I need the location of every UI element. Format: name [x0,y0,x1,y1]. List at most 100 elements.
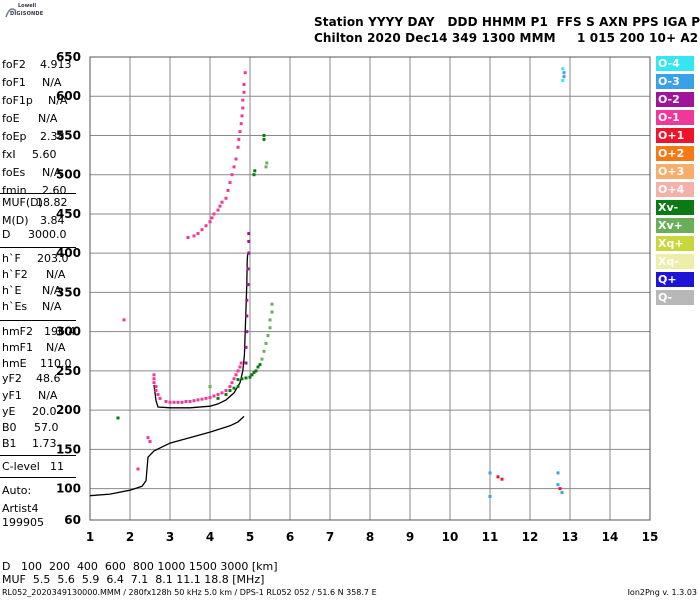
echo-point [192,234,196,238]
legend-item: Xv+ [656,218,694,233]
x-tick-label: 2 [126,530,134,544]
echo-point [224,389,228,393]
echo-point [239,122,243,126]
x-tick-label: 7 [326,530,334,544]
echo-point [239,361,243,365]
param-row: Auto: [2,484,31,497]
param-row: MUF(D) 18.82 [2,196,68,209]
legend-item: Xq+ [656,236,694,251]
echo-point [241,98,245,102]
param-value: 3.84 [40,214,65,227]
param-row: Artist4 [2,502,38,515]
param-value: N/A [42,166,62,179]
echo-point [200,228,204,232]
echo-point [562,71,566,75]
param-label: h`F [2,252,21,265]
echo-point [262,133,266,137]
echo-point [262,349,266,353]
y-tick-label: 600 [56,89,81,103]
echo-point [208,220,212,224]
echo-point [216,392,220,396]
echo-point [248,375,252,379]
logo-bottom-text: DIGISONDE [10,11,44,17]
echo-point [488,494,492,498]
echo-point [247,251,251,255]
param-row: foEs N/A [2,166,61,179]
param-row: foEp 2.38 [2,130,65,143]
param-value: 48.6 [36,372,61,385]
y-tick-label: 650 [56,50,81,64]
echo-point [562,75,566,79]
logo-icon [5,8,17,18]
echo-point [228,181,232,185]
echo-point [250,373,254,377]
legend-item: O-1 [656,110,694,125]
echo-point [232,377,236,381]
legend-item: O-3 [656,74,694,89]
legend-item: Xq- [656,254,694,269]
param-label: foF2 [2,58,26,71]
panel-separator [0,477,76,478]
echo-point [244,376,248,380]
param-value: 203.0 [37,252,69,265]
echo-point [254,369,258,373]
panel-separator [0,320,76,321]
param-label: h`Es [2,300,28,313]
x-tick-label: 13 [562,530,579,544]
echo-point [232,165,236,169]
echo-point [265,161,269,165]
echo-point [224,392,228,396]
echo-point [186,235,190,239]
echo-point [228,385,232,389]
echo-point [256,365,260,369]
echo-point [252,370,256,374]
echo-point [236,145,240,149]
echo-point [216,396,220,400]
echo-point [224,196,228,200]
param-value: 3000.0 [28,228,67,241]
echo-point [154,385,158,389]
param-value: N/A [42,284,62,297]
echo-point [237,137,241,141]
legend-item: O-2 [656,92,694,107]
param-row: B1 1.73 [2,437,57,450]
echo-point [184,400,188,404]
echo-point [116,416,120,420]
echo-point [152,381,156,385]
param-label: foF1p [2,94,33,107]
param-value: 110.0 [40,357,72,370]
y-tick-label: 250 [56,364,81,378]
param-row: hmE 110.0 [2,357,72,370]
echo-point [245,298,249,302]
echo-point [253,169,257,173]
param-row: yE 20.0 [2,405,57,418]
echo-point [561,79,565,83]
echo-point [210,216,214,220]
param-value: N/A [42,300,62,313]
echo-point [164,400,168,404]
param-label: foE [2,112,20,125]
echo-point [196,232,200,236]
x-tick-label: 12 [522,530,539,544]
echo-point [154,389,158,393]
echo-point [241,106,245,110]
param-row: foF2 4.913 [2,58,72,71]
param-row: hmF2 196.4 [2,325,76,338]
param-row: yF1 N/A [2,389,57,402]
x-tick-label: 10 [442,530,459,544]
echo-point [240,377,244,381]
param-label: h`F2 [2,268,28,281]
echo-point [488,471,492,475]
legend-item: Q- [656,290,694,305]
x-tick-label: 1 [86,530,94,544]
echo-point [258,363,262,367]
x-tick-label: 6 [286,530,294,544]
echo-point [230,381,234,385]
echo-point [188,400,192,404]
param-row: B0 57.0 [2,421,59,434]
echo-point [268,326,272,330]
param-label: hmE [2,357,27,370]
echo-point [216,208,220,212]
x-tick-label: 5 [246,530,254,544]
echo-point [192,399,196,403]
